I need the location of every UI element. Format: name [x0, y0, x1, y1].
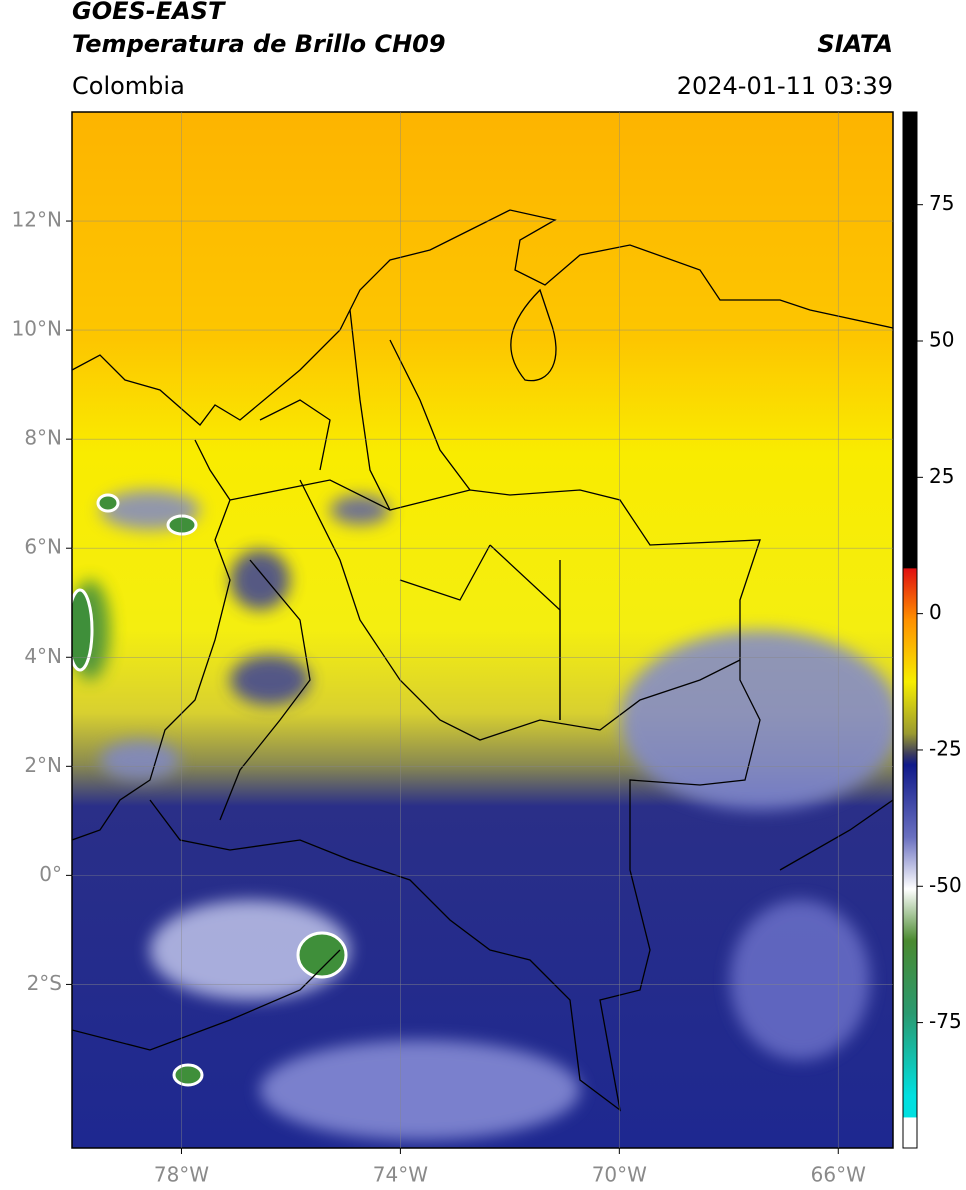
y-tick-label: 6°N — [24, 535, 62, 559]
colorbar-tick-label: 50 — [929, 328, 954, 352]
colorbar-tick-label: -50 — [929, 873, 962, 897]
colorbar — [902, 111, 918, 1149]
map-frame — [71, 111, 894, 1149]
y-tick-label: 4°N — [24, 644, 62, 668]
y-tick-label: 12°N — [12, 208, 62, 232]
colorbar-tick-label: 75 — [929, 191, 954, 215]
colorbar-tick-label: 25 — [929, 464, 954, 488]
y-tick-label: 8°N — [24, 426, 62, 450]
satellite-image — [72, 112, 893, 1148]
source: SIATA — [817, 30, 893, 58]
x-tick-label: 74°W — [373, 1163, 428, 1187]
datetime: 2024-01-11 03:39 — [677, 72, 893, 100]
y-tick-label: 10°N — [12, 317, 62, 341]
x-tick-label: 78°W — [154, 1163, 209, 1187]
y-tick-label: 0° — [39, 862, 62, 886]
y-tick-label: 2°N — [24, 753, 62, 777]
colorbar-tick-label: -25 — [929, 736, 962, 760]
region: Colombia — [72, 72, 185, 100]
colorbar-tick-label: 0 — [929, 600, 942, 624]
subtitle: Temperatura de Brillo CH09 — [72, 30, 446, 58]
y-tick-label: 2°S — [27, 971, 62, 995]
x-tick-label: 70°W — [592, 1163, 647, 1187]
x-tick-label: 66°W — [811, 1163, 866, 1187]
title: GOES-EAST — [72, 0, 226, 25]
colorbar-tick-label: -75 — [929, 1009, 962, 1033]
